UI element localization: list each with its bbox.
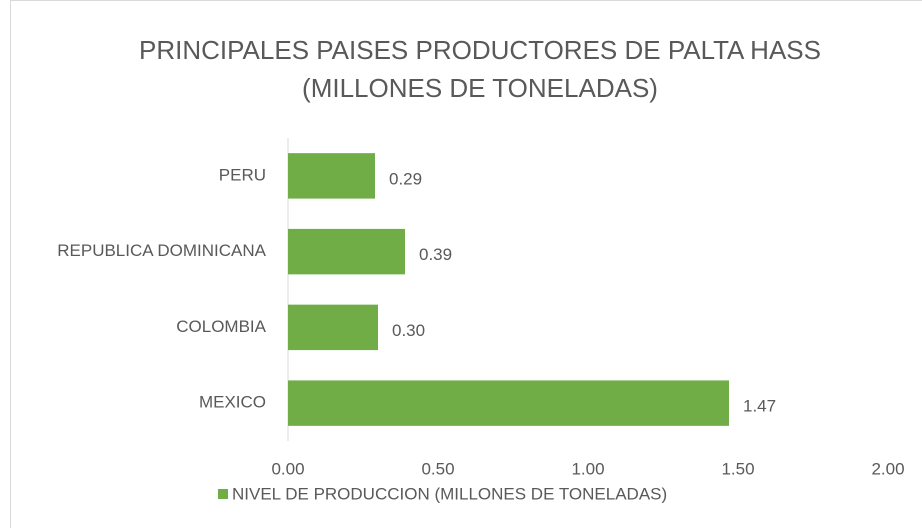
x-tick-label: 1.50 [721, 459, 754, 478]
x-tick-label: 1.00 [571, 459, 604, 478]
x-tick-label: 0.00 [271, 459, 304, 478]
bar [288, 304, 378, 351]
y-tick-label: REPUBLICA DOMINICANA [57, 241, 266, 260]
chart-title: (MILLONES DE TONELADAS) [302, 73, 658, 103]
bar [288, 153, 375, 199]
data-label: 0.29 [389, 169, 422, 188]
data-label: 0.30 [392, 321, 425, 340]
legend-label: NIVEL DE PRODUCCION (MILLONES DE TONELAD… [232, 484, 667, 503]
data-label: 1.47 [743, 397, 776, 416]
chart-title: PRINCIPALES PAISES PRODUCTORES DE PALTA … [139, 35, 821, 65]
bar [288, 228, 405, 275]
bar [288, 380, 729, 426]
y-tick-label: COLOMBIA [176, 317, 266, 336]
x-tick-label: 2.00 [871, 459, 904, 478]
legend-swatch [218, 489, 228, 499]
chart-border [10, 0, 922, 528]
y-tick-label: PERU [219, 165, 266, 184]
data-label: 0.39 [419, 245, 452, 264]
y-tick-label: MEXICO [199, 393, 266, 412]
x-tick-label: 0.50 [421, 459, 454, 478]
